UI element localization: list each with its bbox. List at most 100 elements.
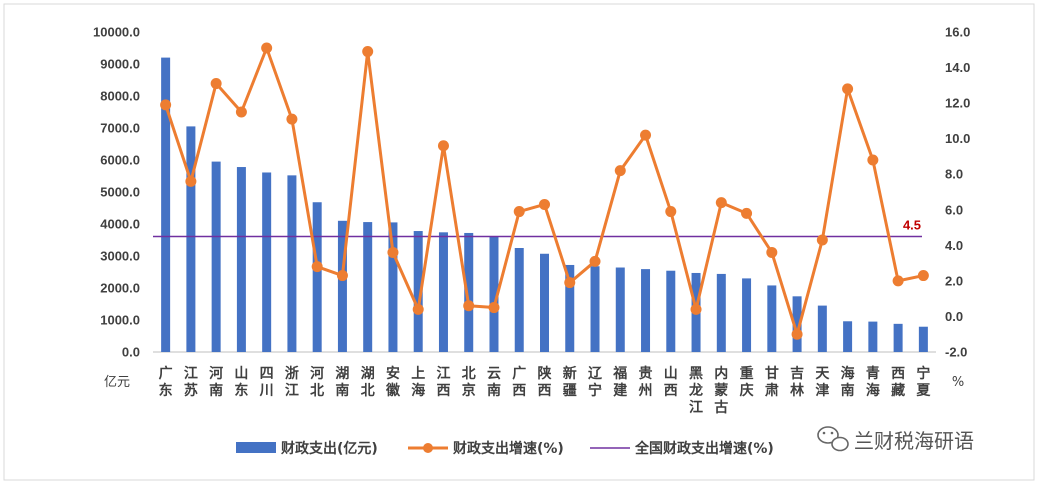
bar-河北 — [312, 202, 322, 352]
bar-江苏 — [186, 126, 196, 353]
bar-安徽 — [388, 222, 398, 352]
left-tick-label: 0.0 — [122, 345, 140, 360]
right-tick-label: 6.0 — [945, 202, 963, 217]
growth-point-青海 — [867, 154, 879, 166]
growth-point-安徽 — [387, 246, 399, 258]
growth-point-重庆 — [741, 207, 753, 219]
growth-point-内蒙古 — [715, 197, 727, 209]
bar-重庆 — [742, 278, 752, 352]
growth-point-山东 — [235, 106, 247, 118]
reference-line-group: 4.5 — [153, 217, 922, 238]
line-series — [160, 42, 929, 340]
left-axis-unit: 亿元 — [104, 375, 130, 390]
bar-海南 — [843, 321, 853, 352]
bar-辽宁 — [590, 266, 600, 352]
bar-湖南 — [337, 220, 347, 352]
legend-swatch-marker — [423, 443, 433, 453]
bar-江西 — [438, 232, 448, 352]
right-tick-label: 16.0 — [945, 25, 970, 40]
left-tick-label: 4000.0 — [100, 217, 140, 232]
bar-山东 — [236, 167, 246, 352]
growth-point-江西 — [437, 140, 449, 152]
category-label: 辽宁 — [588, 366, 603, 399]
growth-point-上海 — [412, 303, 424, 315]
growth-point-宁夏 — [917, 270, 929, 282]
growth-point-天津 — [816, 234, 828, 246]
category-label: 海南 — [841, 365, 855, 399]
category-label: 黑龙江 — [688, 366, 703, 416]
wechat-icon — [817, 426, 849, 452]
category-label: 新疆 — [563, 365, 577, 399]
category-label: 安徽 — [385, 365, 401, 399]
right-axis-unit: % — [952, 375, 964, 390]
category-label: 湖北 — [361, 366, 375, 399]
bar-湖北 — [363, 222, 373, 352]
legend-label-line: 财政支出增速(%) — [452, 440, 564, 457]
growth-point-河北 — [311, 261, 323, 273]
growth-point-北京 — [463, 300, 475, 312]
category-label: 河北 — [310, 365, 324, 399]
bar-青海 — [868, 321, 878, 352]
right-tick-label: 4.0 — [945, 238, 963, 253]
right-tick-label: 0.0 — [945, 309, 963, 324]
bar-河南 — [211, 161, 221, 352]
growth-point-甘肃 — [766, 246, 778, 258]
watermark-text: 兰财税海研语 — [854, 429, 974, 453]
bar-云南 — [489, 236, 499, 352]
category-label: 河南 — [209, 365, 223, 399]
category-labels: 广东江苏河南山东四川浙江河北湖南湖北安徽上海江西北京云南广西陕西新疆辽宁福建贵州… — [159, 365, 932, 416]
bar-北京 — [464, 232, 474, 352]
right-axis-ticks: -2.0 0.0 2.0 4.0 6.0 8.0 10.0 12.0 14.0 16.0 — [945, 25, 970, 360]
category-label: 湖南 — [335, 366, 349, 399]
growth-point-四川 — [261, 42, 273, 54]
bar-广西 — [514, 248, 524, 352]
legend-swatch-bar — [236, 442, 276, 453]
left-tick-label: 1000.0 — [100, 313, 140, 328]
growth-point-新疆 — [564, 277, 576, 289]
left-tick-label: 10000.0 — [93, 25, 140, 40]
category-label: 宁夏 — [916, 365, 931, 399]
growth-point-云南 — [488, 302, 500, 314]
category-label: 福建 — [612, 365, 627, 399]
bar-浙江 — [287, 175, 297, 352]
bar-西藏 — [893, 323, 903, 352]
chart-border — [3, 3, 1035, 481]
left-tick-label: 5000.0 — [100, 185, 140, 200]
category-label: 上海 — [411, 366, 425, 399]
bar-甘肃 — [767, 285, 777, 352]
bar-上海 — [413, 231, 423, 352]
category-label: 浙江 — [285, 365, 299, 399]
left-tick-label: 8000.0 — [100, 89, 140, 104]
growth-point-西藏 — [892, 275, 904, 287]
reference-line-label: 4.5 — [903, 217, 921, 232]
category-label: 西藏 — [891, 366, 905, 399]
category-label: 重庆 — [740, 365, 754, 399]
legend-label-reference: 全国财政支出增速(%) — [634, 440, 774, 457]
right-tick-label: 2.0 — [945, 273, 963, 288]
left-tick-label: 9000.0 — [100, 57, 140, 72]
category-label: 山西 — [664, 366, 678, 399]
category-label: 江苏 — [184, 365, 198, 399]
watermark: 兰财税海研语 — [817, 426, 974, 453]
bar-福建 — [615, 267, 625, 352]
category-label: 陕西 — [538, 365, 552, 399]
bar-山西 — [666, 270, 676, 352]
growth-point-陕西 — [539, 198, 550, 210]
category-label: 北京 — [462, 366, 476, 399]
growth-point-辽宁 — [589, 255, 601, 267]
bar-广东 — [161, 57, 171, 352]
bar-内蒙古 — [716, 273, 726, 352]
category-label: 甘肃 — [765, 365, 779, 399]
right-tick-label: 8.0 — [945, 167, 963, 182]
category-label: 广西 — [512, 365, 526, 399]
bar-宁夏 — [918, 326, 928, 352]
right-tick-label: 14.0 — [945, 60, 970, 75]
bar-吉林 — [792, 296, 802, 352]
left-tick-label: 3000.0 — [100, 249, 140, 264]
left-tick-label: 6000.0 — [100, 153, 140, 168]
category-label: 青海 — [866, 365, 880, 399]
bar-天津 — [817, 305, 827, 352]
bar-series — [161, 57, 928, 353]
